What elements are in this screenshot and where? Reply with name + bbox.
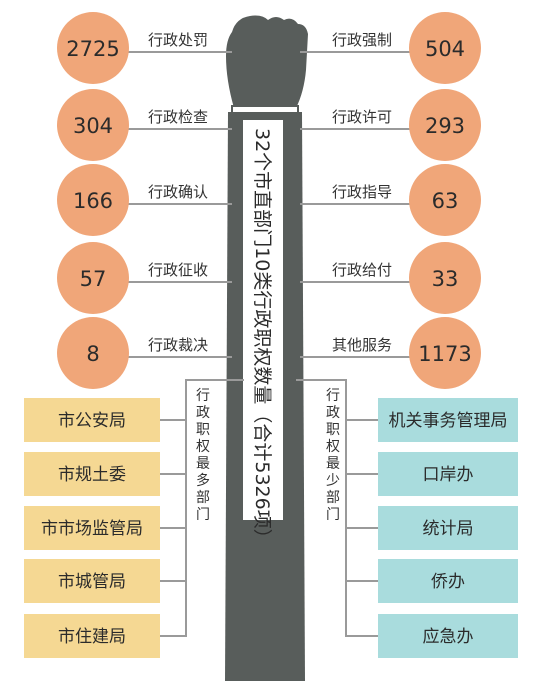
department-name: 机关事务管理局 xyxy=(389,411,508,431)
most-department-box xyxy=(24,559,160,603)
value-circle-left xyxy=(57,89,129,161)
department-name: 侨办 xyxy=(431,572,465,592)
category-value: 504 xyxy=(425,37,465,61)
category-label: 行政强制 xyxy=(332,31,392,49)
category-label: 行政处罚 xyxy=(148,31,208,49)
department-name: 统计局 xyxy=(423,519,474,539)
category-label: 行政裁决 xyxy=(148,336,208,354)
category-label: 行政给付 xyxy=(332,261,392,279)
category-value: 33 xyxy=(432,267,459,291)
category-label: 行政指导 xyxy=(332,183,392,201)
most-department-box xyxy=(24,614,160,658)
department-name: 口岸办 xyxy=(423,465,474,485)
department-name: 市公安局 xyxy=(58,411,126,431)
category-value: 57 xyxy=(80,267,107,291)
department-name: 应急办 xyxy=(423,627,474,647)
category-value: 166 xyxy=(73,189,113,213)
least-department-box xyxy=(378,559,518,603)
department-name: 市规土委 xyxy=(58,465,126,485)
value-circle-right xyxy=(409,89,481,161)
department-name: 市市场监管局 xyxy=(41,519,143,539)
title-banner xyxy=(243,120,283,520)
least-departments-heading: 行政职权最少部门 xyxy=(326,388,340,523)
value-circle-right xyxy=(409,242,481,314)
category-value: 2725 xyxy=(66,37,119,61)
category-value: 293 xyxy=(425,114,465,138)
category-value: 304 xyxy=(73,114,113,138)
category-value: 1173 xyxy=(418,342,471,366)
most-department-box xyxy=(24,398,160,442)
category-label: 行政检查 xyxy=(148,108,208,126)
value-circle-left xyxy=(57,12,129,84)
value-circle-left xyxy=(57,317,129,389)
most-department-box xyxy=(24,506,160,550)
least-department-box xyxy=(378,614,518,658)
value-circle-right xyxy=(409,164,481,236)
title: 32个市直部门10类行政职权数量（合计5326项） xyxy=(251,128,273,548)
department-name: 市住建局 xyxy=(58,627,126,647)
category-value: 8 xyxy=(86,342,99,366)
least-department-box xyxy=(378,506,518,550)
category-label: 行政许可 xyxy=(332,108,392,126)
value-circle-left xyxy=(57,164,129,236)
least-department-box xyxy=(378,398,518,442)
most-department-box xyxy=(24,452,160,496)
value-circle-right xyxy=(409,12,481,84)
value-circle-right xyxy=(409,317,481,389)
most-departments-heading: 行政职权最多部门 xyxy=(196,388,210,523)
category-label: 行政征收 xyxy=(148,261,208,279)
least-department-box xyxy=(378,452,518,496)
category-value: 63 xyxy=(432,189,459,213)
category-label: 其他服务 xyxy=(332,336,392,354)
value-circle-left xyxy=(57,242,129,314)
category-label: 行政确认 xyxy=(148,183,208,201)
department-name: 市城管局 xyxy=(58,572,126,592)
